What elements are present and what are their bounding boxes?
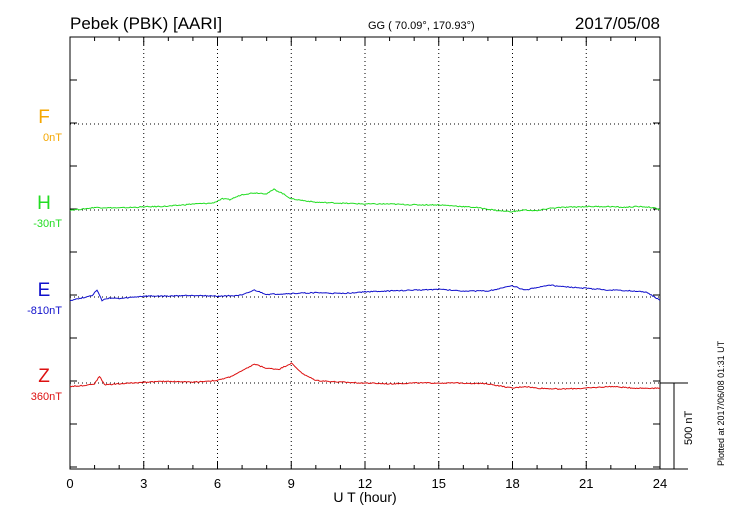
series-baseline-Z: 360nT xyxy=(31,391,62,403)
coordinates-label: GG ( 70.09°, 170.93°) xyxy=(368,20,475,32)
x-tick-label: 21 xyxy=(579,476,593,491)
station-title: Pebek (PBK) [AARI] xyxy=(70,14,222,33)
series-baseline-F: 0nT xyxy=(43,132,62,144)
x-tick-label: 9 xyxy=(288,476,295,491)
series-name-H: H xyxy=(37,193,51,214)
series-line-Z xyxy=(69,362,661,390)
tick-marks xyxy=(69,37,661,469)
series-line-E xyxy=(69,284,661,302)
grid xyxy=(70,37,660,469)
x-tick-label: 6 xyxy=(214,476,221,491)
x-tick-label: 3 xyxy=(140,476,147,491)
plotted-timestamp: Plotted at 2017/06/08 01:31 UT xyxy=(716,340,726,466)
series-name-Z: Z xyxy=(38,366,50,387)
series-name-F: F xyxy=(38,107,50,128)
x-tick-label: 18 xyxy=(505,476,519,491)
series-baseline-E: -810nT xyxy=(27,305,62,317)
series-line-H xyxy=(69,188,661,213)
series-baseline-H: -30nT xyxy=(33,218,62,230)
series-name-E: E xyxy=(38,280,51,301)
x-tick-labels: 0 3 6 9 12 15 18 21 24 xyxy=(66,476,667,491)
date-label: 2017/05/08 xyxy=(575,14,660,33)
x-tick-label: 24 xyxy=(653,476,667,491)
series-lines xyxy=(69,188,661,390)
x-axis-label: U T (hour) xyxy=(333,489,396,505)
x-tick-label: 15 xyxy=(432,476,446,491)
x-tick-label: 0 xyxy=(66,476,73,491)
scale-bar: 500 nT xyxy=(660,382,695,470)
x-tick-label: 12 xyxy=(358,476,372,491)
series-labels: F 0nT H -30nT E -810nT Z 360nT xyxy=(27,107,62,403)
scale-bar-label: 500 nT xyxy=(683,410,695,445)
